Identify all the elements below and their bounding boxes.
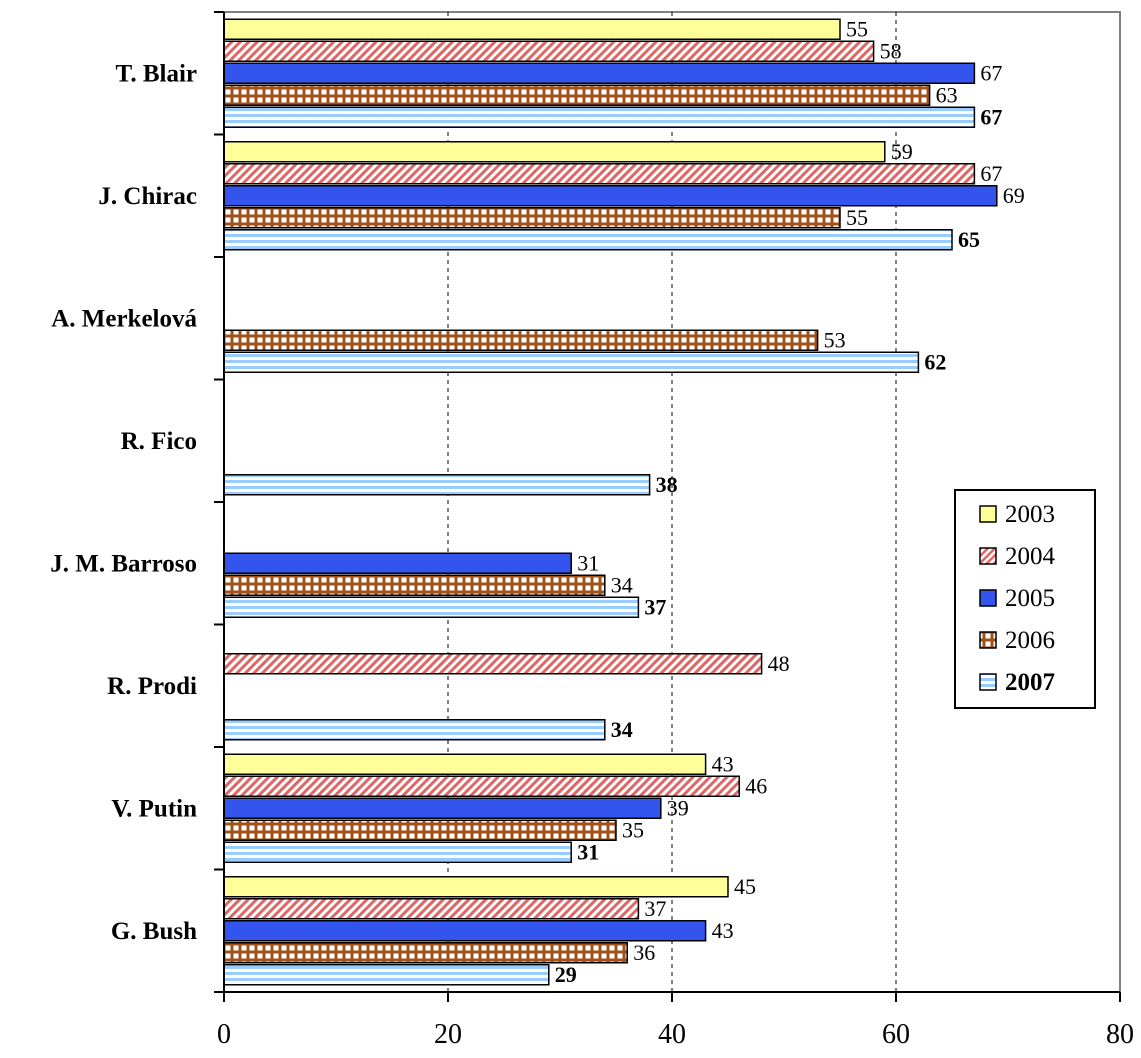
axes-group: T. Blair J. Chirac A. Merkelová R. Fico J. M… [50,11,1134,1050]
bar-2004 [223,40,875,62]
bar-2006 [223,574,606,596]
bar-2007 [223,964,550,986]
data-label: 38 [656,472,678,497]
bar-2006 [223,329,819,351]
bar-2007 [223,351,920,373]
data-label: 67 [980,104,1002,129]
bars-group [223,18,998,986]
data-label: 31 [577,839,599,864]
data-label: 53 [824,327,846,352]
legend-label: 2006 [1005,627,1055,654]
category-label: R. Fico [121,428,197,455]
data-label: 55 [846,16,868,41]
legend-label: 2004 [1005,543,1056,570]
data-label: 37 [644,594,666,619]
bar-2007 [223,229,953,251]
legend-label: 2003 [1005,501,1055,528]
bar-2003 [223,18,841,40]
bar-2005 [223,62,976,84]
category-label: T. Blair [116,60,197,87]
bar-2006 [223,84,931,106]
bar-2007 [223,719,606,741]
bar-2006 [223,207,841,229]
category-label: A. Merkelová [51,305,197,332]
bar-2004 [223,163,976,185]
bar-2005 [223,185,998,207]
x-tick-label: 20 [434,1019,462,1050]
bar-2004 [223,653,763,675]
data-label: 31 [577,550,599,575]
bar-2007 [223,841,572,863]
legend-box [954,489,1096,709]
bar-2005 [223,920,707,942]
category-label: R. Prodi [107,673,197,700]
bar-2005 [223,797,662,819]
category-label: J. M. Barroso [50,550,197,577]
data-label: 34 [611,572,633,597]
bar-2007 [223,596,640,618]
category-label: G. Bush [111,918,197,945]
bar-2003 [223,876,729,898]
bar-2006 [223,942,628,964]
data-label: 39 [667,795,689,820]
data-label: 37 [644,896,666,921]
legend-label: 2005 [1005,585,1055,612]
x-tick-label: 0 [217,1019,231,1050]
bar-2004 [223,898,640,920]
data-label: 62 [924,349,946,374]
data-label: 29 [555,962,577,987]
data-label: 63 [936,82,958,107]
data-label: 67 [980,60,1002,85]
data-label: 46 [745,773,767,798]
bar-2003 [223,753,707,775]
category-label: V. Putin [111,795,197,822]
data-label: 55 [846,205,868,230]
legend: 2003 2004 2005 2006 2007 [954,489,1096,709]
data-label: 45 [734,874,756,899]
data-label: 65 [958,227,980,252]
x-tick-label: 60 [882,1019,910,1050]
data-label: 43 [712,751,734,776]
data-label: 69 [1003,183,1025,208]
legend-swatch-2006 [979,631,997,649]
bar-2004 [223,775,740,797]
data-label: 58 [880,38,902,63]
data-label: 67 [980,161,1002,186]
bar-2006 [223,819,617,841]
x-tick-label: 40 [658,1019,686,1050]
bar-2003 [223,141,886,163]
legend-swatch-2003 [979,505,997,523]
legend-swatch-2007 [979,673,997,691]
bar-2007 [223,106,976,128]
data-label: 36 [633,940,655,965]
data-label: 35 [622,817,644,842]
data-label: 34 [611,717,633,742]
data-label: 59 [891,139,913,164]
category-label: J. Chirac [98,183,197,210]
data-label: 48 [768,651,790,676]
legend-swatch-2004 [979,547,997,565]
legend-label: 2007 [1005,669,1055,696]
legend-swatch-2005 [979,589,997,607]
x-tick-label: 80 [1106,1019,1134,1050]
bar-2007 [223,474,651,496]
data-label: 43 [712,918,734,943]
bar-2005 [223,552,572,574]
value-labels-group: 5558676367596769556553623831343748344346… [555,16,1025,987]
